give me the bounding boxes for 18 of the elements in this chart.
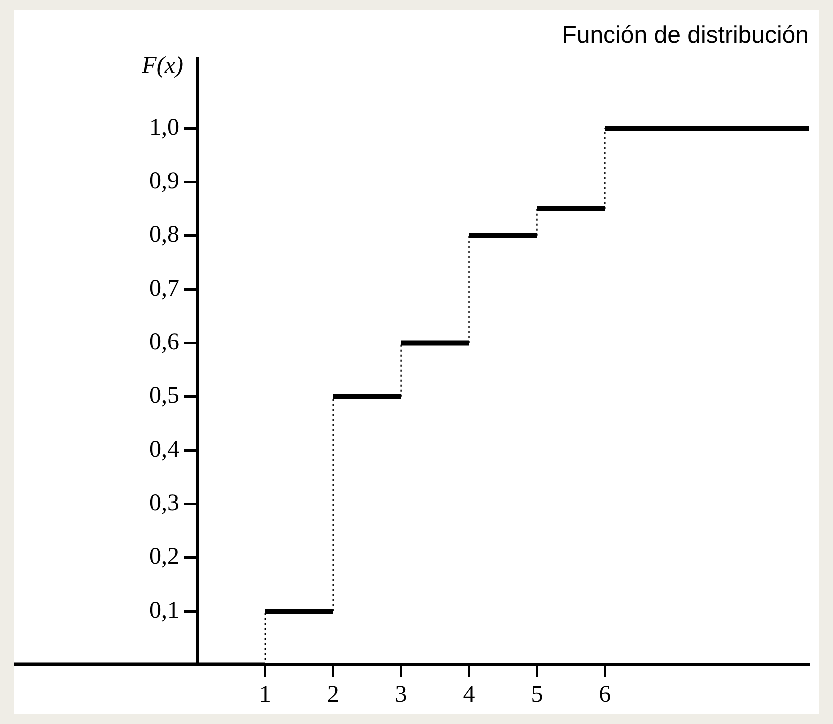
- y-tick-label: 0,5: [149, 383, 180, 410]
- y-tick-label: 1,0: [149, 114, 180, 141]
- y-tick-label: 0,9: [149, 168, 180, 195]
- chart-title: Función de distribución: [562, 22, 809, 50]
- x-tick-label: 1: [259, 682, 272, 708]
- y-tick-label: 0,6: [149, 330, 180, 356]
- y-tick-label: 0,7: [149, 276, 180, 302]
- x-tick-label: 6: [599, 682, 612, 708]
- y-tick-label: 0,1: [149, 598, 180, 624]
- x-tick-label: 3: [395, 682, 408, 708]
- y-tick-label: 0,8: [149, 222, 180, 248]
- x-tick-label: 4: [463, 682, 476, 708]
- y-tick-label: 0,2: [149, 544, 180, 570]
- y-tick-label: 0,3: [149, 490, 180, 517]
- y-axis-title: F(x): [141, 53, 184, 80]
- x-tick-label: 2: [327, 682, 340, 708]
- x-tick-label: 5: [531, 682, 544, 708]
- y-tick-label: 0,4: [149, 436, 180, 463]
